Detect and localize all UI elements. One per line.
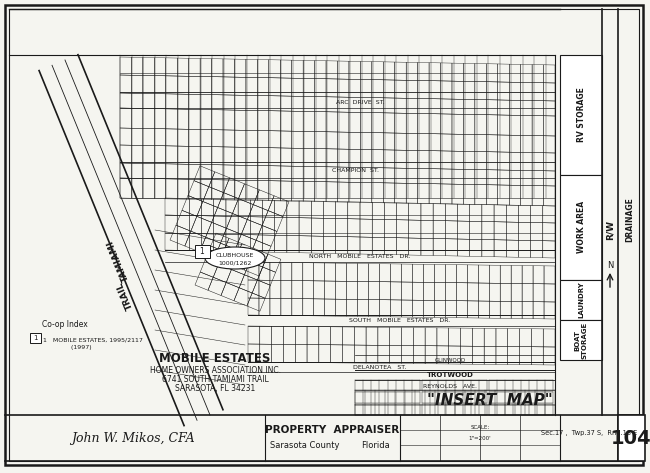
Text: HOME OWNERS ASSOCIATION INC.: HOME OWNERS ASSOCIATION INC. (150, 366, 281, 375)
Text: CLUBHOUSE: CLUBHOUSE (216, 253, 254, 257)
Text: TRAIL: TRAIL (115, 280, 135, 310)
Text: WORK AREA: WORK AREA (577, 201, 586, 253)
Bar (560, 320, 602, 360)
Bar (560, 55, 602, 175)
Text: "INSERT  MAP": "INSERT MAP" (427, 393, 553, 408)
Text: 1: 1 (33, 335, 38, 341)
Text: REYNOLDS   AVE.: REYNOLDS AVE. (423, 384, 477, 388)
Text: DRAINAGE: DRAINAGE (625, 198, 634, 243)
Text: NORTH   MOBILE   ESTATES   DR.: NORTH MOBILE ESTATES DR. (309, 254, 411, 259)
Text: Florida: Florida (361, 440, 389, 449)
Bar (30, 333, 41, 343)
Text: SARASOTA, FL 34231: SARASOTA, FL 34231 (175, 384, 255, 393)
Text: PROPERTY  APPRAISER: PROPERTY APPRAISER (265, 425, 399, 435)
Text: 1   MOBILE ESTATES, 1995/2117: 1 MOBILE ESTATES, 1995/2117 (43, 338, 143, 342)
Bar (560, 280, 602, 320)
Text: R/W: R/W (606, 220, 614, 240)
Text: Sec.17 ,  Twp.37 S,  Rng.18 E: Sec.17 , Twp.37 S, Rng.18 E (541, 430, 637, 436)
Text: SCALE:: SCALE: (471, 424, 489, 429)
Text: TROTWOOD: TROTWOOD (426, 372, 473, 378)
Text: ARC  DRIVE  ST.: ARC DRIVE ST. (335, 99, 384, 105)
Text: 1"=200': 1"=200' (469, 436, 491, 440)
Ellipse shape (205, 247, 265, 269)
Text: (1997): (1997) (43, 344, 92, 350)
Text: Sarasota County: Sarasota County (270, 440, 340, 449)
Text: TAMIAMI: TAMIAMI (105, 238, 131, 282)
Text: N: N (607, 261, 613, 270)
Text: MOBILE ESTATES: MOBILE ESTATES (159, 351, 270, 365)
Text: CHAMPION  ST.: CHAMPION ST. (332, 167, 378, 173)
Text: BOAT
STORAGE: BOAT STORAGE (575, 321, 588, 359)
Text: GLINWOOD: GLINWOOD (434, 358, 465, 362)
Text: 6741 SOUTH TAMIAMI TRAIL: 6741 SOUTH TAMIAMI TRAIL (162, 375, 268, 384)
Bar (195, 245, 210, 258)
Bar (560, 175, 602, 280)
Text: John W. Mikos, CFA: John W. Mikos, CFA (72, 431, 195, 445)
Bar (618, 415, 645, 461)
Text: 1: 1 (200, 246, 204, 255)
Text: 1000/1262: 1000/1262 (218, 261, 252, 265)
Text: DELANOTEA   ST.: DELANOTEA ST. (354, 365, 407, 369)
Text: LAUNDRY: LAUNDRY (578, 281, 584, 318)
Text: SOUTH   MOBILE   ESTATES   DR.: SOUTH MOBILE ESTATES DR. (350, 317, 450, 323)
Text: RV STORAGE: RV STORAGE (577, 88, 586, 142)
Text: Co-op Index: Co-op Index (42, 319, 88, 329)
Text: 104: 104 (611, 429, 650, 447)
